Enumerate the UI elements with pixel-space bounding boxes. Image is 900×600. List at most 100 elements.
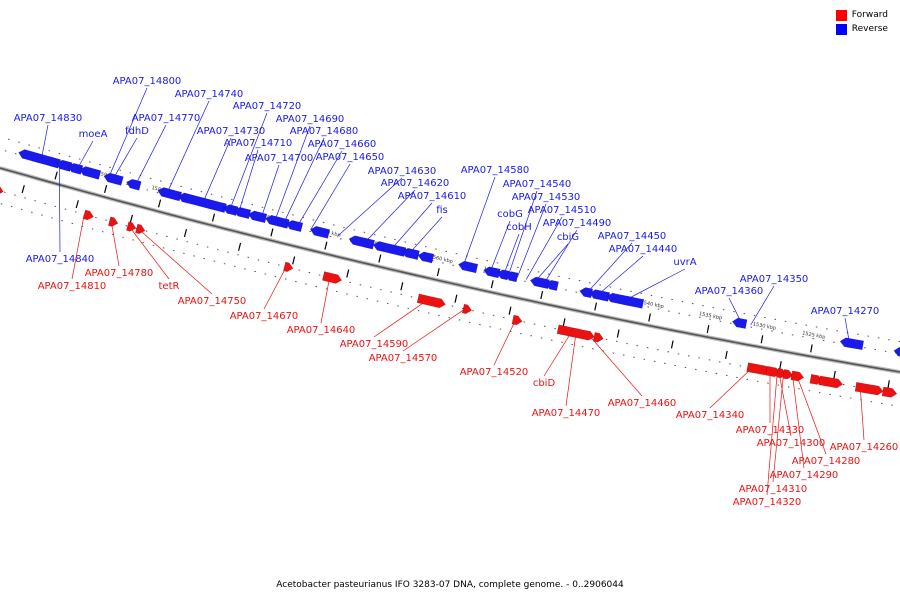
forward-gene	[0, 186, 4, 194]
forward-gene-label: APA07_14570	[369, 353, 438, 364]
reverse-gene-label: APA07_14620	[381, 178, 450, 189]
forward-gene-label-leader	[589, 335, 643, 397]
forward-gene	[462, 303, 472, 314]
reverse-gene-label: APA07_14650	[316, 152, 385, 163]
minor-tick	[833, 370, 836, 379]
reverse-gene-label-leader	[283, 137, 325, 224]
reverse-gene	[178, 192, 227, 213]
reverse-gene-label-leader	[229, 112, 268, 210]
reverse-gene	[372, 241, 407, 257]
reverse-gene-label-leader	[624, 268, 686, 301]
reverse-gene-label-leader	[525, 216, 563, 280]
minor-tick	[400, 282, 404, 291]
minor-tick	[129, 214, 133, 223]
forward-gene-label: tetR	[159, 281, 180, 292]
reverse-gene	[79, 166, 102, 180]
forward-gene-label-leader	[565, 332, 577, 407]
reverse-gene-label-leader	[364, 189, 416, 243]
forward-gene	[854, 382, 884, 396]
reverse-gene-label-leader	[296, 150, 343, 227]
minor-tick	[237, 242, 242, 251]
scale-label: 1530 kbp	[752, 321, 776, 331]
reverse-gene-label-leader	[597, 255, 644, 295]
minor-tick	[21, 185, 25, 194]
reverse-gene-label-leader	[490, 220, 511, 272]
scale-tick	[490, 280, 494, 289]
reverse-gene-label-leader	[135, 124, 167, 185]
reverse-gene-label: moeA	[79, 129, 108, 140]
reverse-gene-label: APA07_14490	[543, 218, 612, 229]
reverse-gene	[248, 210, 268, 223]
reverse-gene-label: APA07_14690	[276, 114, 345, 125]
reverse-gene	[401, 248, 420, 260]
forward-gene-label: APA07_14780	[85, 268, 154, 279]
forward-gene-label-leader	[792, 375, 805, 469]
reverse-gene-label: APA07_14530	[512, 192, 581, 203]
reverse-gene-label-leader	[337, 177, 403, 237]
forward-gene-label: APA07_14340	[676, 410, 745, 421]
forward-gene-label: APA07_14590	[340, 339, 409, 350]
reverse-gene-label: APA07_14610	[398, 191, 467, 202]
minor-tick	[779, 361, 782, 370]
forward-gene-label-leader	[772, 373, 784, 483]
reverse-gene	[589, 289, 610, 302]
forward-gene	[126, 221, 137, 232]
scale-label: 1540 kbp	[640, 300, 664, 311]
reverse-gene-label: APA07_14580	[461, 165, 530, 176]
scale-tick	[211, 213, 216, 222]
scale-tick	[594, 302, 598, 311]
forward-gene	[511, 314, 523, 326]
scale-tick	[270, 228, 274, 237]
minor-tick	[508, 306, 512, 315]
minor-tick	[292, 256, 296, 265]
reverse-gene	[103, 172, 124, 186]
forward-gene	[782, 369, 794, 380]
reverse-gene-label-leader	[202, 137, 232, 203]
forward-gene-label-leader	[71, 214, 85, 280]
forward-gene-label-leader	[859, 387, 865, 441]
reverse-gene-label-leader	[166, 100, 210, 194]
reverse-gene-label: fis	[436, 205, 448, 216]
reverse-gene-label: APA07_14770	[132, 113, 201, 124]
scale-tick	[540, 291, 544, 300]
reverse-gene-label-leader	[516, 203, 547, 278]
reverse-gene-label: fdhD	[125, 126, 149, 137]
forward-gene-label-leader	[320, 277, 330, 324]
reverse-gene-label: APA07_14730	[197, 126, 266, 137]
reverse-gene	[732, 317, 748, 329]
minor-tick	[346, 269, 350, 278]
reverse-gene	[893, 346, 900, 357]
reverse-gene	[458, 260, 479, 274]
forward-gene	[818, 375, 843, 389]
reverse-gene-label-leader	[274, 125, 311, 221]
reverse-gene	[285, 220, 304, 232]
scale-label: 1560 kbp	[429, 254, 453, 265]
reverse-gene-label-leader	[587, 242, 633, 293]
reverse-gene	[310, 226, 330, 239]
reverse-gene	[530, 276, 550, 289]
forward-gene-label-leader	[766, 372, 778, 496]
reverse-gene-label-leader	[112, 137, 138, 179]
forward-gene-label: APA07_14640	[287, 325, 356, 336]
minor-tick	[562, 318, 566, 327]
forward-gene-label-leader	[543, 331, 572, 377]
reverse-gene-label-leader	[750, 285, 775, 326]
reverse-gene-label-leader	[844, 317, 850, 344]
forward-swatch	[835, 9, 847, 21]
reverse-gene	[417, 251, 435, 264]
reverse-gene	[56, 159, 73, 172]
reverse-gene-label-leader	[108, 87, 148, 178]
legend: Forward Reverse	[835, 8, 888, 36]
scale-tick	[324, 241, 328, 250]
legend-forward: Forward	[835, 8, 888, 22]
reverse-gene	[18, 149, 61, 169]
reverse-gene-label: APA07_14660	[308, 139, 377, 150]
forward-gene-label: APA07_14460	[608, 398, 677, 409]
forward-gene	[416, 293, 446, 308]
reverse-gene-label: cobG	[497, 209, 523, 220]
reverse-gene	[606, 292, 645, 309]
forward-gene	[570, 327, 595, 341]
reverse-swatch	[835, 23, 847, 35]
caption: Acetobacter pasteurianus IFO 3283-07 DNA…	[276, 580, 624, 590]
